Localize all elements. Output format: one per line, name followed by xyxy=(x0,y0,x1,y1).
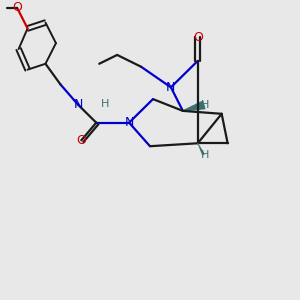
Text: O: O xyxy=(76,134,86,147)
Text: O: O xyxy=(12,1,22,14)
Text: N: N xyxy=(166,81,176,94)
Text: H: H xyxy=(101,98,110,109)
Text: N: N xyxy=(124,116,134,129)
Text: H: H xyxy=(201,100,209,110)
Text: H: H xyxy=(201,150,209,160)
Text: N: N xyxy=(74,98,83,112)
Polygon shape xyxy=(183,101,205,111)
Text: O: O xyxy=(193,31,203,44)
